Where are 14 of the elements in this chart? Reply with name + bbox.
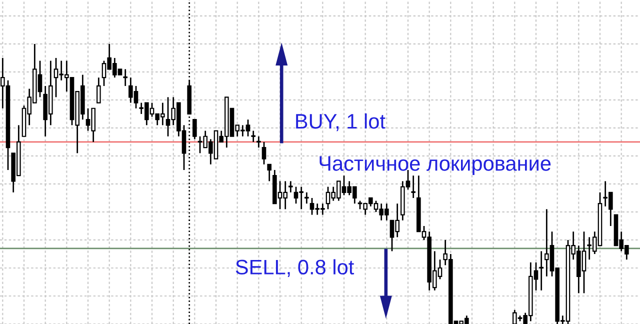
- candlestick: [411, 174, 416, 199]
- candlestick: [539, 250, 544, 292]
- candlestick: [267, 164, 272, 182]
- annotation: SELL, 0.8 lot: [236, 259, 354, 277]
- candlestick: [256, 136, 261, 148]
- candlestick: [251, 130, 256, 143]
- candlestick: [304, 192, 309, 204]
- annotation: BUY, 1 lot: [296, 113, 386, 132]
- annotation: Частичное локирование: [320, 156, 551, 175]
- candlestick: [192, 118, 197, 140]
- candlestick: [96, 76, 101, 104]
- candlestick: [262, 141, 266, 166]
- candlestick: [288, 180, 293, 194]
- candlestick: [123, 68, 128, 87]
